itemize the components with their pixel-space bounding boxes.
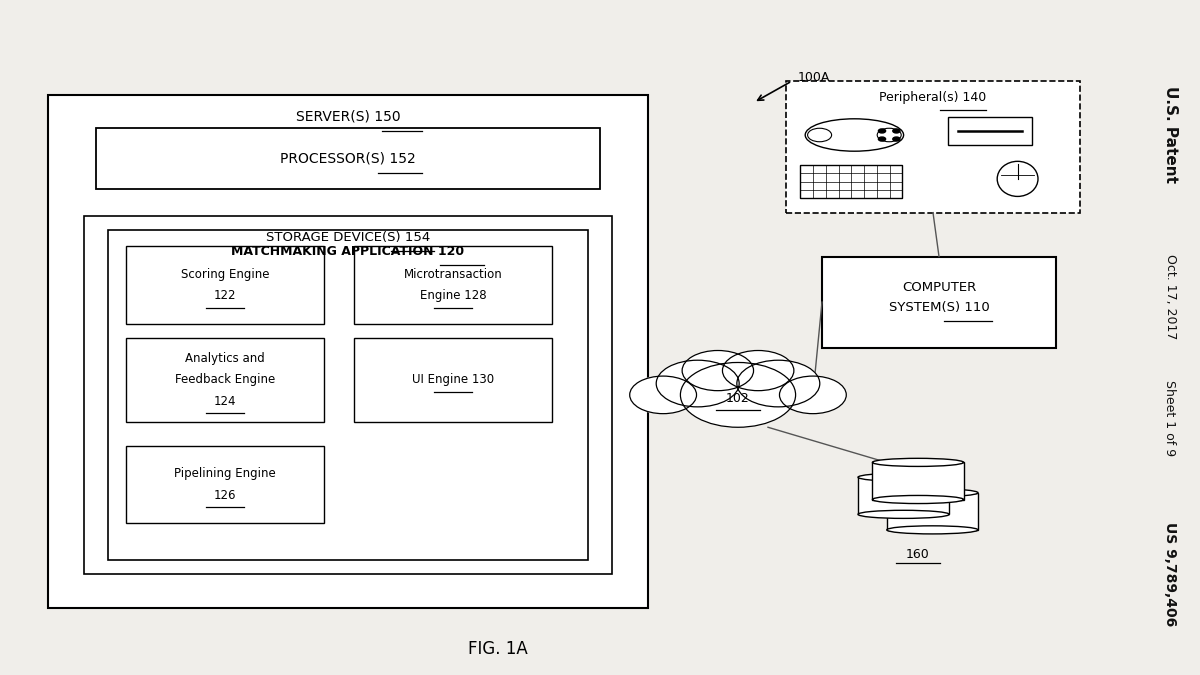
Bar (354, 338, 552, 422)
Circle shape (893, 137, 900, 141)
Bar (887, 493, 978, 530)
Ellipse shape (872, 458, 964, 466)
Text: U.S. Patent: U.S. Patent (1163, 86, 1177, 184)
Circle shape (682, 350, 754, 391)
Text: 124: 124 (214, 395, 236, 408)
Bar (96, 128, 600, 189)
Circle shape (878, 137, 886, 141)
Ellipse shape (887, 526, 978, 534)
Text: Oct. 17, 2017: Oct. 17, 2017 (1164, 254, 1176, 340)
Text: 102: 102 (726, 392, 750, 405)
Text: MATCHMAKING APPLICATION 120: MATCHMAKING APPLICATION 120 (232, 244, 464, 258)
Bar (948, 117, 1032, 145)
Bar (126, 338, 324, 422)
Bar (786, 81, 1080, 213)
Text: COMPUTER: COMPUTER (902, 281, 976, 294)
Text: 126: 126 (214, 489, 236, 502)
Circle shape (780, 376, 846, 414)
Text: 160: 160 (906, 548, 930, 562)
Bar (872, 462, 964, 500)
Text: SERVER(S) 150: SERVER(S) 150 (295, 109, 401, 123)
Bar (126, 246, 324, 324)
Text: Engine 128: Engine 128 (420, 290, 486, 302)
Text: Sheet 1 of 9: Sheet 1 of 9 (1164, 381, 1176, 456)
Bar (84, 216, 612, 574)
Text: 100A: 100A (798, 71, 830, 84)
Ellipse shape (887, 489, 978, 497)
Text: 122: 122 (214, 290, 236, 302)
Bar (108, 230, 588, 560)
Text: FIG. 1A: FIG. 1A (468, 641, 528, 658)
Bar (354, 246, 552, 324)
Circle shape (878, 129, 886, 133)
Circle shape (737, 360, 820, 407)
Text: Feedback Engine: Feedback Engine (175, 373, 275, 386)
Text: Scoring Engine: Scoring Engine (181, 268, 269, 281)
Text: Pipelining Engine: Pipelining Engine (174, 467, 276, 480)
Bar (800, 165, 902, 198)
Text: Analytics and: Analytics and (185, 352, 265, 364)
Ellipse shape (858, 473, 949, 481)
Bar (822, 256, 1056, 348)
Circle shape (680, 362, 796, 427)
Text: US 9,789,406: US 9,789,406 (1163, 522, 1177, 626)
Circle shape (630, 376, 696, 414)
Ellipse shape (872, 495, 964, 504)
Ellipse shape (858, 510, 949, 518)
Text: SYSTEM(S) 110: SYSTEM(S) 110 (889, 301, 989, 314)
Circle shape (656, 360, 739, 407)
Text: UI Engine 130: UI Engine 130 (412, 373, 494, 386)
Text: Peripheral(s) 140: Peripheral(s) 140 (880, 91, 986, 105)
Circle shape (893, 129, 900, 133)
Ellipse shape (997, 161, 1038, 196)
Bar (126, 446, 324, 523)
Circle shape (722, 350, 794, 391)
Text: STORAGE DEVICE(S) 154: STORAGE DEVICE(S) 154 (266, 231, 430, 244)
Bar (858, 477, 949, 514)
Text: PROCESSOR(S) 152: PROCESSOR(S) 152 (280, 152, 416, 165)
Ellipse shape (805, 119, 904, 151)
Bar (48, 95, 648, 608)
Text: Microtransaction: Microtransaction (403, 268, 503, 281)
